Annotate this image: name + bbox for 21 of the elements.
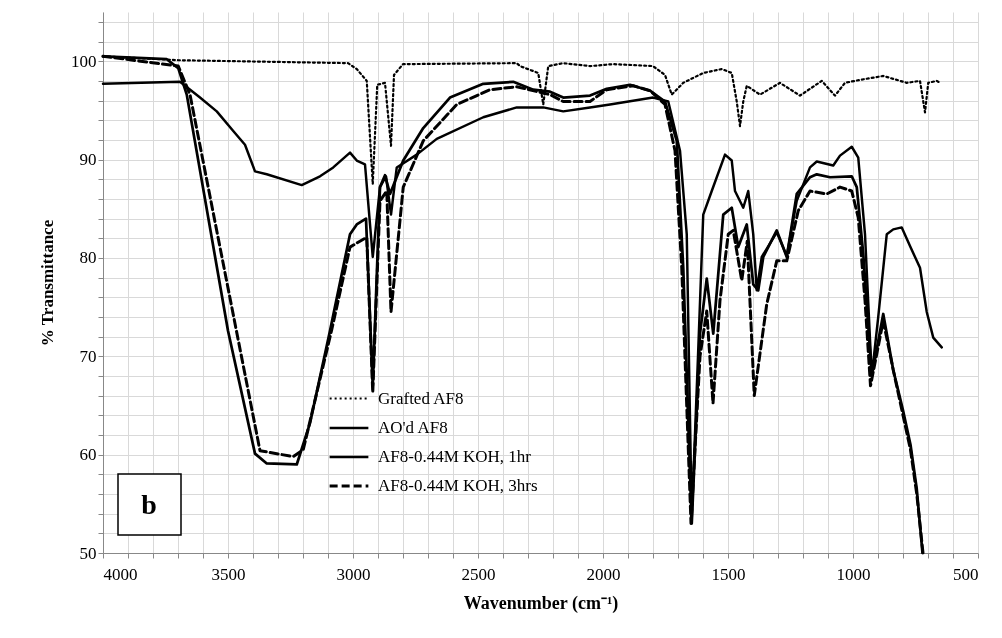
legend-label: Grafted AF8 bbox=[378, 388, 464, 408]
legend-label: AF8-0.44M KOH, 3hrs bbox=[378, 476, 538, 495]
x-tick-label: 3000 bbox=[336, 564, 371, 584]
y-tick-label: 60 bbox=[79, 445, 97, 465]
y-tick-label: 70 bbox=[79, 346, 97, 366]
annotation: b bbox=[141, 489, 157, 520]
legend-label: AF8-0.44M KOH, 1hr bbox=[378, 447, 532, 466]
x-tick-label: 3500 bbox=[211, 564, 246, 584]
x-axis-title: Wavenumber (cm⁻¹) bbox=[463, 592, 619, 614]
x-tick-label: 500 bbox=[953, 564, 979, 584]
x-tick-label: 1500 bbox=[711, 564, 746, 584]
y-tick-label: 100 bbox=[71, 51, 97, 71]
legend-label: AO'd AF8 bbox=[378, 418, 448, 437]
y-tick-label: 50 bbox=[79, 543, 97, 563]
y-axis-title: % Transmittance bbox=[38, 219, 57, 347]
y-tick-label: 80 bbox=[79, 248, 97, 268]
x-tick-label: 2500 bbox=[461, 564, 496, 584]
x-tick-label: 4000 bbox=[103, 564, 138, 584]
x-tick-label: 1000 bbox=[836, 564, 871, 584]
y-tick-label: 90 bbox=[79, 150, 97, 170]
x-tick-label: 2000 bbox=[586, 564, 621, 584]
